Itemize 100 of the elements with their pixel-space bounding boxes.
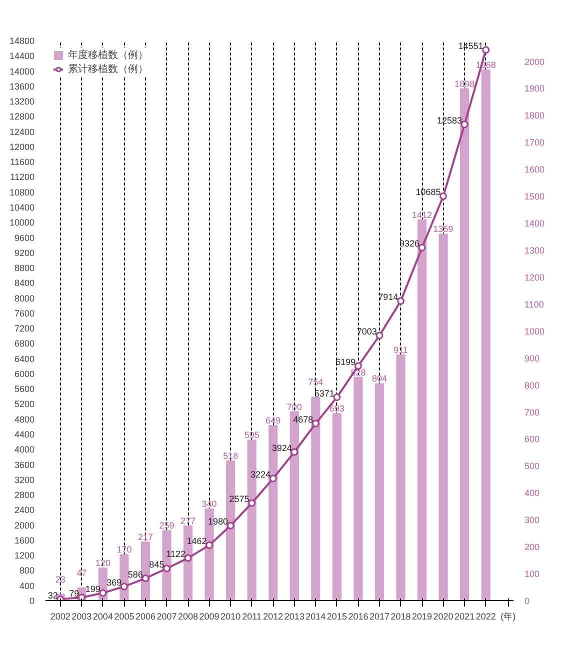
- data-label: 120: [95, 558, 110, 568]
- y-tick-label: 2400: [14, 505, 35, 516]
- y2-tick-label: 400: [524, 488, 540, 498]
- y2-tick-label: 2000: [524, 56, 545, 67]
- x-tick-label: 2010: [220, 612, 241, 622]
- bar: [417, 219, 427, 600]
- y-tick-label: 800: [19, 566, 35, 576]
- y-tick-label: 1200: [14, 550, 35, 561]
- y-tick-label: 400: [19, 580, 35, 591]
- data-label: 9326: [399, 238, 420, 249]
- data-label: 649: [266, 416, 281, 426]
- data-label: 1980: [208, 516, 228, 527]
- data-label: 845: [149, 560, 164, 570]
- y2-tick-label: 900: [524, 353, 540, 364]
- bar: [481, 69, 490, 600]
- y-tick-label: 3600: [14, 460, 35, 470]
- y-tick-label: 14000: [9, 66, 35, 76]
- point: [418, 244, 426, 252]
- y-tick-label: 11200: [10, 172, 34, 182]
- y-tick-label: 1600: [14, 535, 35, 546]
- y2-tick-label: 200: [524, 542, 540, 552]
- y-tick-label: 14800: [9, 36, 35, 46]
- data-label: 12583: [436, 115, 462, 126]
- y-tick-label: 11600: [10, 157, 34, 168]
- bar: [311, 396, 320, 600]
- y2-tick-label: 1300: [524, 245, 545, 256]
- y-tick-label: 4400: [14, 430, 35, 440]
- data-label: 23: [55, 574, 66, 584]
- data-label: 277: [180, 516, 196, 526]
- y2-tick-label: 600: [524, 434, 540, 444]
- y-tick-label: 2000: [14, 520, 35, 530]
- y2-tick-label: 500: [524, 461, 540, 472]
- data-label: 911: [394, 344, 408, 355]
- bar: [438, 234, 448, 600]
- data-label: 1122: [166, 549, 186, 560]
- data-label: 1462: [186, 536, 207, 546]
- y-tick-label: 13200: [9, 96, 35, 107]
- data-label: 1359: [433, 224, 454, 234]
- bar: [354, 376, 363, 600]
- x-tick-label: 2011: [242, 612, 262, 622]
- x-tick-label: 2018: [390, 612, 411, 622]
- data-label: 595: [244, 430, 260, 440]
- bar: [460, 88, 470, 600]
- y-tick-label: 5200: [14, 399, 35, 410]
- data-label: 7914: [378, 292, 398, 302]
- y-tick-label: 0: [29, 596, 35, 606]
- data-label: 3224: [250, 470, 271, 480]
- x-tick-label: 2003: [72, 612, 92, 622]
- data-label: 518: [223, 450, 238, 461]
- x-axis-title: (年): [500, 612, 516, 622]
- data-label: 586: [128, 569, 143, 580]
- data-label: 32: [48, 590, 58, 600]
- y-tick-label: 2800: [14, 490, 35, 500]
- bar: [140, 541, 150, 600]
- x-tick-label: 2022: [476, 612, 496, 622]
- y2-tick-label: 1200: [524, 272, 545, 282]
- y-tick-label: 7200: [14, 324, 35, 334]
- data-label: 47: [76, 568, 87, 578]
- point: [184, 554, 192, 562]
- data-label: 340: [202, 498, 217, 509]
- x-tick-label: 2004: [92, 612, 113, 622]
- x-tick-label: 2021: [454, 612, 475, 622]
- x-tick-label: 2009: [199, 612, 220, 622]
- x-tick-label: 2017: [369, 612, 390, 622]
- bar: [332, 413, 342, 600]
- x-tick-label: 2006: [135, 612, 156, 622]
- point: [248, 499, 256, 507]
- x-tick-label: 2015: [326, 612, 347, 622]
- y2-tick-label: 700: [524, 407, 540, 418]
- x-tick-label: 2016: [348, 612, 368, 622]
- y-tick-label: 7600: [14, 308, 35, 318]
- point: [290, 448, 298, 456]
- data-label: 3924: [272, 443, 292, 454]
- data-label: 14551: [458, 40, 484, 51]
- point: [333, 394, 341, 402]
- point: [312, 420, 320, 428]
- data-label: 199: [85, 584, 100, 594]
- data-label: 5371: [314, 388, 334, 398]
- y2-tick-label: 800: [524, 380, 540, 390]
- data-label: 6199: [336, 356, 356, 367]
- bar: [396, 354, 406, 600]
- legend-label: 年度移植数（例）: [68, 48, 148, 62]
- point: [376, 332, 384, 340]
- point: [99, 589, 107, 597]
- y2-tick-label: 300: [524, 515, 540, 526]
- y-tick-label: 8000: [14, 293, 35, 304]
- y-tick-label: 8800: [14, 263, 35, 274]
- y-tick-label: 6800: [14, 338, 35, 349]
- y2-tick-label: 1700: [524, 138, 545, 148]
- y-tick-label: 4000: [14, 444, 35, 455]
- x-tick-label: 2020: [433, 612, 454, 622]
- x-tick-label: 2002: [50, 612, 70, 622]
- y-tick-label: 10400: [9, 202, 35, 212]
- y-tick-label: 6400: [14, 354, 35, 364]
- y2-tick-label: 100: [524, 569, 540, 580]
- point: [269, 474, 277, 482]
- y2-tick-label: 1000: [524, 326, 545, 336]
- y-tick-label: 3200: [14, 474, 35, 485]
- y2-tick-label: 1600: [524, 164, 545, 175]
- point: [163, 564, 171, 572]
